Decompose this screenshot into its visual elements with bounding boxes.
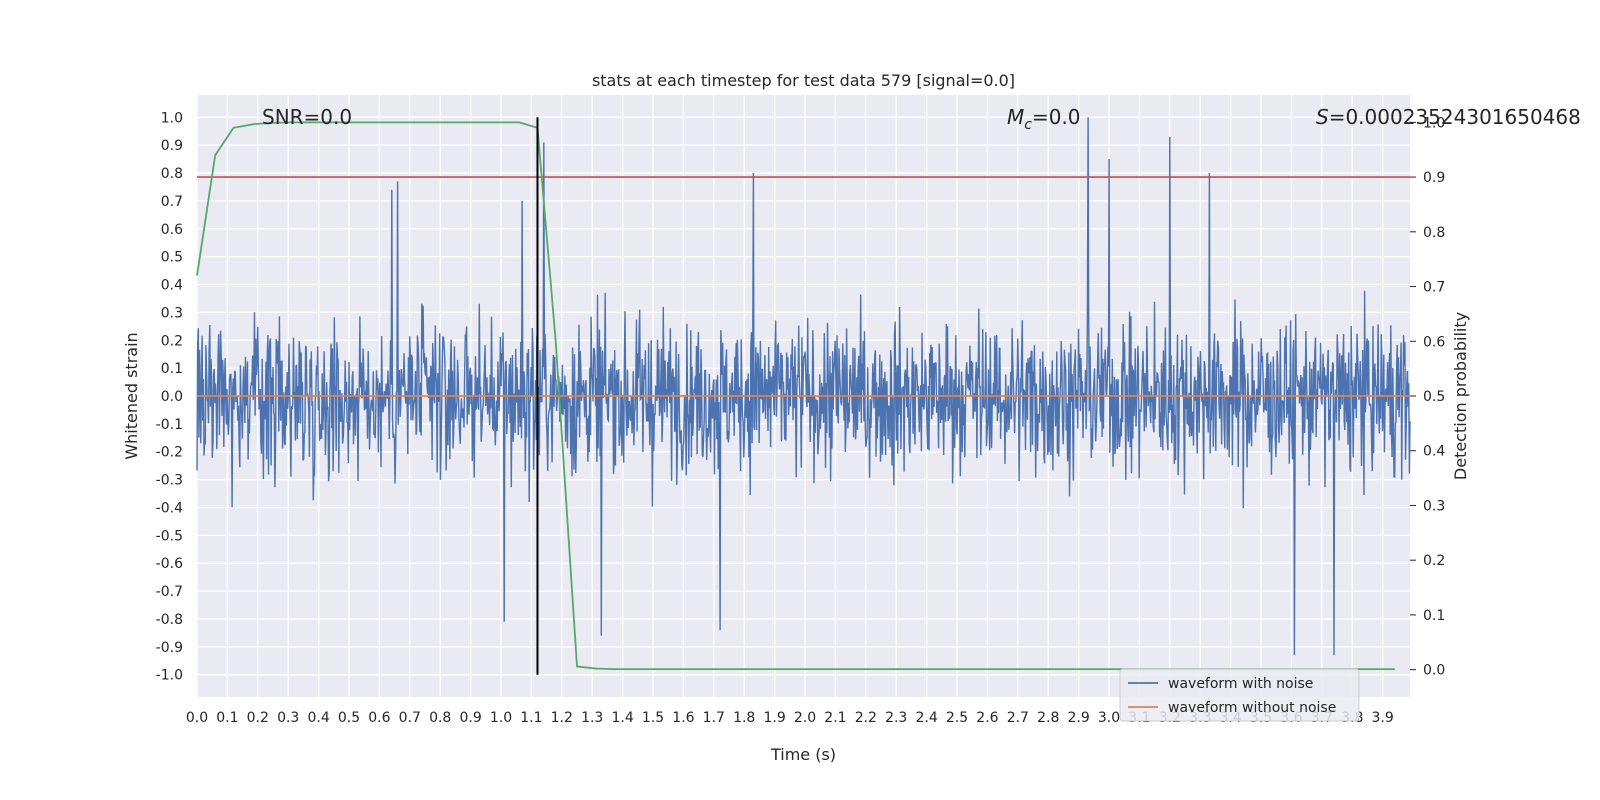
y2-tick-label: 0.8 bbox=[1423, 225, 1445, 241]
x-tick-label: 1.9 bbox=[763, 710, 785, 726]
mc-value: =0.0 bbox=[1032, 105, 1081, 129]
x-tick-label: 2.0 bbox=[794, 710, 816, 726]
y2-ticks: 1.0 0.9 0.8 0.7 0.6 0.5 0.4 0.3 0.2 0.1 0.0 bbox=[1410, 115, 1445, 679]
y-tick-label: -0.5 bbox=[156, 528, 183, 544]
x-tick-label: 0.9 bbox=[459, 710, 481, 726]
y-tick-label: 0.5 bbox=[161, 250, 183, 266]
y-tick-label: -0.2 bbox=[156, 445, 183, 461]
x-tick-label: 0.6 bbox=[368, 710, 390, 726]
x-tick-label: 2.4 bbox=[915, 710, 937, 726]
y-tick-label: 0.6 bbox=[161, 222, 183, 238]
y2-tick-label: 0.9 bbox=[1423, 170, 1445, 186]
y2-tick-label: 0.3 bbox=[1423, 498, 1445, 514]
mc-subscript: c bbox=[1024, 117, 1032, 133]
y2-tick-label: 0.0 bbox=[1423, 663, 1445, 679]
series-layer bbox=[196, 117, 1410, 675]
x-tick-label: 2.8 bbox=[1037, 710, 1059, 726]
y-tick-label: -0.1 bbox=[156, 417, 183, 433]
mc-annotation: Mc=0.0 bbox=[1007, 105, 1081, 133]
x-tick-label: 1.7 bbox=[703, 710, 725, 726]
x-tick-label: 2.6 bbox=[976, 710, 998, 726]
y-tick-label: 0.4 bbox=[161, 278, 183, 294]
x-tick-label: 1.3 bbox=[581, 710, 603, 726]
chart-title: stats at each timestep for test data 579… bbox=[592, 71, 1015, 90]
y2-tick-label: 1.0 bbox=[1423, 115, 1445, 131]
x-tick-label: 0.0 bbox=[186, 710, 208, 726]
x-tick-label: 1.8 bbox=[733, 710, 755, 726]
y-tick-label: 0.0 bbox=[161, 389, 183, 405]
x-tick-label: 1.5 bbox=[642, 710, 664, 726]
legend-label: waveform without noise bbox=[1168, 700, 1336, 716]
y-tick-label: -1.0 bbox=[156, 668, 183, 684]
y-tick-label: -0.7 bbox=[156, 584, 183, 600]
x-tick-label: 0.5 bbox=[338, 710, 360, 726]
x-tick-label: 0.3 bbox=[277, 710, 299, 726]
y2-tick-label: 0.5 bbox=[1423, 389, 1445, 405]
x-tick-label: 1.4 bbox=[611, 710, 633, 726]
x-tick-label: 0.2 bbox=[247, 710, 269, 726]
x-tick-label: 2.7 bbox=[1007, 710, 1029, 726]
y-tick-label: -0.6 bbox=[156, 556, 183, 572]
x-tick-label: 2.9 bbox=[1067, 710, 1089, 726]
x-tick-label: 2.5 bbox=[946, 710, 968, 726]
x-tick-label: 2.1 bbox=[824, 710, 846, 726]
y-tick-label: -0.3 bbox=[156, 473, 183, 489]
mc-symbol: M bbox=[1007, 105, 1024, 129]
y-tick-label: 0.9 bbox=[161, 138, 183, 154]
x-tick-label: 2.2 bbox=[855, 710, 877, 726]
x-tick-label: 0.1 bbox=[216, 710, 238, 726]
y-axis-label: Whitened strain bbox=[122, 332, 141, 459]
legend-box bbox=[1119, 668, 1360, 722]
y-tick-label: 0.1 bbox=[161, 361, 183, 377]
x-tick-label: 0.4 bbox=[307, 710, 329, 726]
y2-tick-label: 0.6 bbox=[1423, 334, 1445, 350]
y2-tick-label: 0.1 bbox=[1423, 608, 1445, 624]
x-tick-label: 3.0 bbox=[1098, 710, 1120, 726]
x-tick-label: 0.7 bbox=[399, 710, 421, 726]
s-symbol: S bbox=[1316, 105, 1329, 129]
y2-tick-label: 0.7 bbox=[1423, 280, 1445, 296]
snr-annotation: SNR=0.0 bbox=[262, 105, 352, 129]
y-tick-label: 0.2 bbox=[161, 333, 183, 349]
x-tick-label: 1.2 bbox=[551, 710, 573, 726]
x-tick-label: 1.0 bbox=[490, 710, 512, 726]
x-tick-label: 0.8 bbox=[429, 710, 451, 726]
y-tick-label: 0.3 bbox=[161, 305, 183, 321]
s-value: =0.00023524301650468 bbox=[1329, 105, 1581, 129]
y2-tick-label: 0.2 bbox=[1423, 553, 1445, 569]
x-tick-label: 3.9 bbox=[1372, 710, 1394, 726]
y2-tick-label: 0.4 bbox=[1423, 444, 1445, 460]
x-tick-label: 2.3 bbox=[885, 710, 907, 726]
y-ticks: 1.0 0.9 0.8 0.7 0.6 0.5 0.4 0.3 0.2 0.1 0.0 -0.1 -0.… bbox=[156, 110, 183, 683]
x-tick-label: 1.6 bbox=[672, 710, 694, 726]
noise-waveform bbox=[196, 117, 1411, 656]
y-tick-label: -0.9 bbox=[156, 640, 183, 656]
y2-axis-label: Detection probability bbox=[1451, 312, 1470, 480]
y-tick-label: -0.4 bbox=[156, 500, 183, 516]
waveform-with-noise-line bbox=[196, 117, 1411, 656]
x-tick-label: 1.1 bbox=[520, 710, 542, 726]
legend-label: waveform with noise bbox=[1168, 676, 1313, 692]
y-tick-label: 0.7 bbox=[161, 194, 183, 210]
legend: waveform with noise waveform without nois… bbox=[1119, 668, 1360, 722]
y-tick-label: 1.0 bbox=[161, 110, 183, 126]
x-axis-label: Time (s) bbox=[770, 745, 836, 764]
s-annotation: S=0.00023524301650468 bbox=[1316, 105, 1581, 129]
y-tick-label: -0.8 bbox=[156, 612, 183, 628]
y-tick-label: 0.8 bbox=[161, 166, 183, 182]
